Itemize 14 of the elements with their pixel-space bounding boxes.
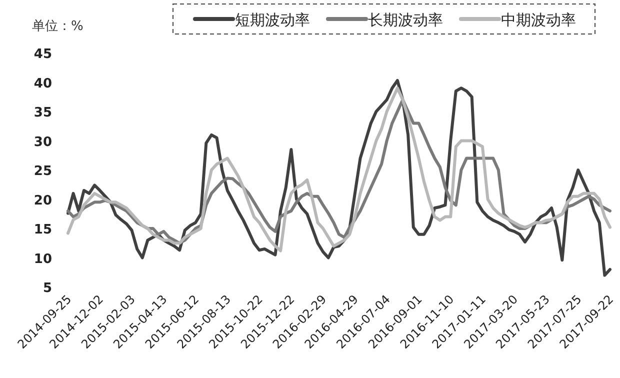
y-tick-label: 20 bbox=[34, 193, 52, 208]
y-tick-label: 15 bbox=[34, 222, 52, 238]
y-tick-label: 25 bbox=[34, 164, 52, 179]
y-tick-label: 30 bbox=[34, 134, 52, 150]
y-axis-title: 单位：% bbox=[32, 19, 84, 34]
y-tick-label: 35 bbox=[34, 106, 52, 120]
legend-label: 短期波动率 bbox=[235, 11, 310, 29]
legend-label: 长期波动率 bbox=[368, 11, 443, 29]
y-tick-label: 45 bbox=[34, 47, 52, 62]
y-tick-label: 5 bbox=[42, 281, 52, 296]
y-tick-label: 10 bbox=[34, 252, 52, 267]
legend-label: 中期波动率 bbox=[501, 11, 576, 29]
line-series bbox=[66, 79, 612, 277]
y-tick-label: 40 bbox=[34, 76, 52, 92]
